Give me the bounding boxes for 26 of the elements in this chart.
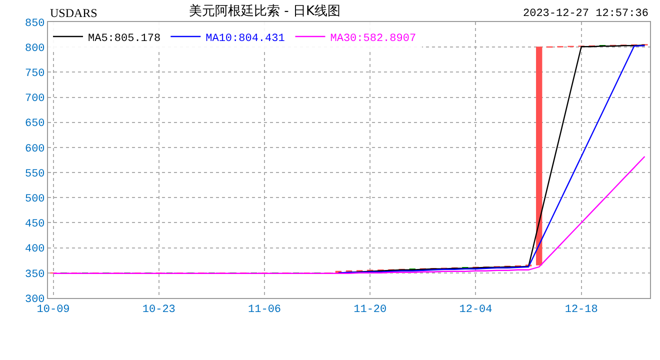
y-tick-label: 300 [24,294,45,306]
y-tick-label: 750 [24,68,45,80]
chart-title: 美元阿根廷比索 - 日K线图 [189,3,340,19]
x-tick-label: 11-20 [354,304,387,316]
x-tick-label: 12-04 [459,304,493,316]
y-tick-label: 400 [24,244,45,256]
legend-label: MA5:805.178 [88,32,161,45]
legend-label: MA10:804.431 [206,32,286,45]
y-tick-label: 450 [24,218,45,231]
text: 2023-12-27 12:57:36 [523,8,648,20]
y-tick-label: 600 [24,143,45,156]
y-tick-label: 650 [24,118,45,130]
x-tick-label: 10-23 [142,304,176,316]
x-tick-label: 10-09 [36,304,70,316]
y-tick-label: 350 [24,268,45,281]
y-tick-label: 500 [24,193,45,206]
y-tick-label: 550 [24,168,45,180]
candlestick [536,46,542,266]
line-series [52,156,646,274]
x-tick-label: 12-18 [564,304,598,316]
y-tick-label: 800 [24,42,45,55]
y-axis-title: USDARS [50,6,98,20]
y-tick-label: 700 [24,93,45,106]
legend-label: MA30:582.8907 [330,32,416,45]
x-tick-label: 11-06 [248,304,282,316]
y-tick-label: 850 [24,18,45,30]
